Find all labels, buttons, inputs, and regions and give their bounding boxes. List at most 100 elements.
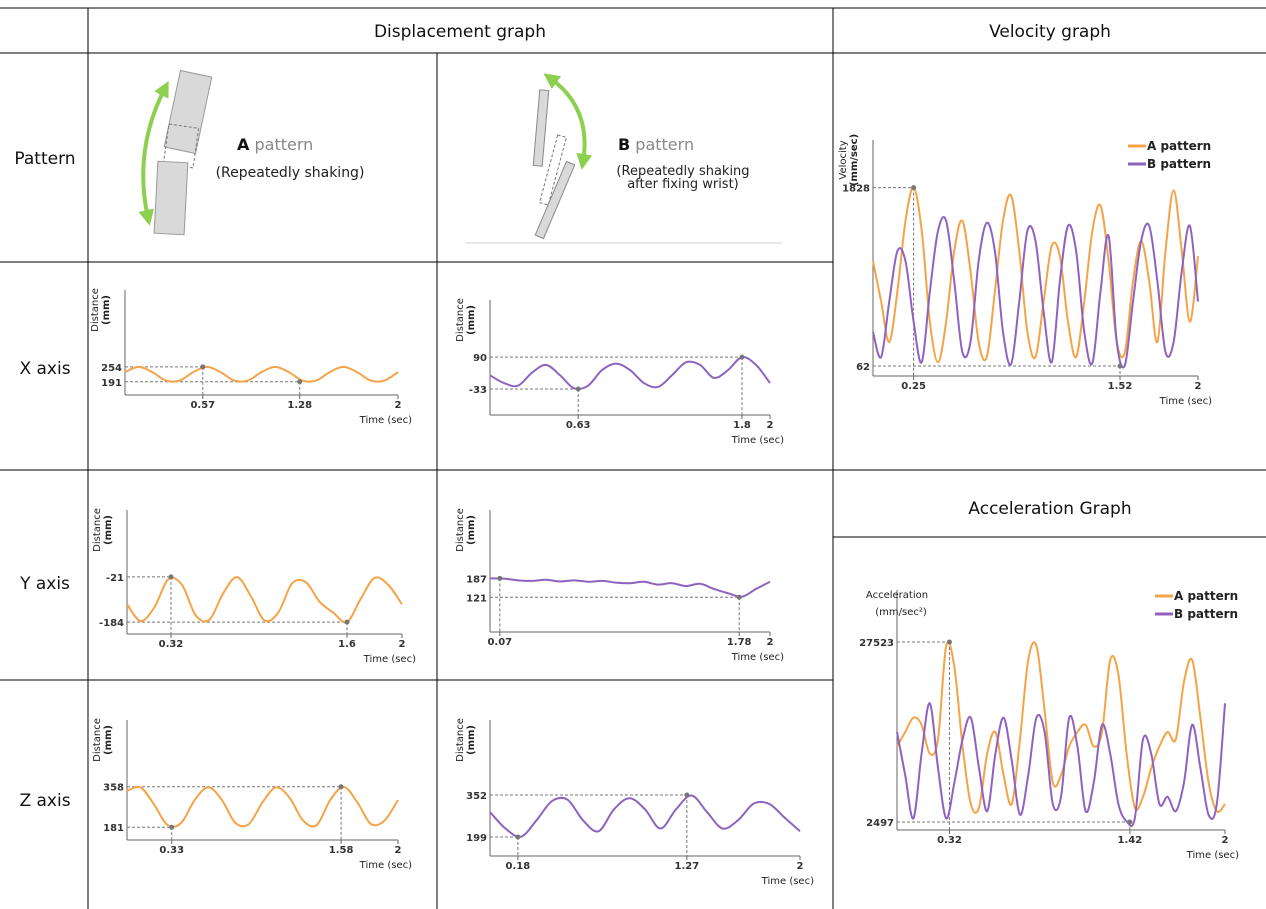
y-tick-label: 1828: [842, 184, 870, 195]
data-line: [897, 642, 1225, 813]
legend-label: B pattern: [1174, 607, 1238, 621]
pattern-letter: A: [237, 135, 250, 154]
marked-point: [200, 364, 205, 369]
row-label: Y axis: [19, 574, 70, 594]
header: Acceleration Graph: [968, 499, 1131, 519]
x-tick-label: 1.27: [675, 861, 700, 872]
x-tick-label: 0.18: [506, 861, 531, 872]
y-axis-label: (mm): [101, 295, 112, 325]
data-line: [873, 188, 1198, 363]
marked-point: [297, 379, 302, 384]
x-tick-label: 0.32: [937, 835, 962, 846]
illustration-a: [143, 71, 212, 235]
y-axis-label: Distance: [455, 508, 466, 552]
x-tick-label: 2: [395, 400, 402, 411]
y-axis-label: Distance: [455, 718, 466, 762]
legend-label: A pattern: [1147, 139, 1211, 153]
x-tick-label: 1.28: [287, 400, 312, 411]
y-axis-label: (mm): [466, 305, 477, 335]
legend-label: A pattern: [1174, 589, 1238, 603]
x-tick-label: 1.78: [727, 637, 752, 648]
y-axis-label: (mm): [103, 515, 114, 545]
x-tick-label: 1.58: [329, 845, 354, 856]
data-line: [127, 787, 398, 827]
y-axis-label: Acceleration: [866, 590, 928, 601]
marked-point: [169, 825, 174, 830]
y-tick-label: -33: [469, 385, 487, 396]
data-line: [490, 796, 800, 837]
pattern-title: B pattern: [618, 135, 694, 154]
data-line: [490, 578, 770, 596]
x-axis-label: Time (sec): [363, 654, 416, 665]
x-tick-label: 2: [1222, 835, 1229, 846]
x-axis-label: Time (sec): [731, 652, 784, 663]
data-line: [897, 703, 1225, 826]
marked-point: [911, 185, 916, 190]
y-tick-label: 62: [856, 362, 870, 373]
x-tick-label: 0.33: [159, 845, 184, 856]
x-axis-label: Time (sec): [359, 415, 412, 426]
data-line: [127, 577, 402, 622]
marked-point: [345, 620, 350, 625]
pattern-title: A pattern: [237, 135, 313, 154]
x-tick-label: 2: [399, 639, 406, 650]
y-axis-label: Distance: [92, 508, 103, 552]
row-label: Z axis: [19, 791, 70, 811]
y-axis-label: (mm/sec): [849, 134, 860, 186]
x-axis-label: Time (sec): [1159, 396, 1212, 407]
y-tick-label: 2497: [866, 818, 894, 829]
y-tick-label: 121: [466, 593, 487, 604]
pattern-word: pattern: [635, 135, 694, 154]
x-tick-label: 2: [767, 420, 774, 431]
pattern-note: after fixing wrist): [627, 177, 739, 192]
illustration-b: [465, 78, 782, 243]
x-tick-label: 1.6: [338, 639, 356, 650]
y-axis-label: Velocity: [838, 140, 849, 179]
marked-point: [1118, 364, 1123, 369]
marked-point: [740, 355, 745, 360]
x-tick-label: 2: [767, 637, 774, 648]
x-tick-label: 1.8: [733, 420, 751, 431]
marked-point: [947, 639, 952, 644]
x-axis-label: Time (sec): [359, 860, 412, 871]
y-axis-label: Distance: [455, 298, 466, 342]
data-line: [125, 367, 398, 382]
x-axis-label: Time (sec): [761, 876, 814, 887]
header: Displacement graph: [374, 22, 546, 42]
y-axis-label: (mm): [466, 725, 477, 755]
y-tick-label: 199: [466, 833, 487, 844]
marked-point: [339, 784, 344, 789]
marked-point: [1127, 820, 1132, 825]
x-axis-label: Time (sec): [731, 435, 784, 446]
table-figure: Displacement graph Velocity graph Accele…: [0, 0, 1266, 909]
y-tick-label: 187: [466, 574, 487, 585]
pattern-note: (Repeatedly shaking): [216, 165, 365, 181]
page: Displacement graph Velocity graph Accele…: [0, 0, 1266, 909]
x-tick-label: 1.52: [1108, 381, 1133, 392]
marked-point: [737, 595, 742, 600]
x-tick-label: 0.63: [566, 420, 591, 431]
y-tick-label: 358: [103, 783, 124, 794]
y-tick-label: 352: [466, 791, 487, 802]
y-tick-label: 90: [473, 353, 487, 364]
marked-point: [515, 835, 520, 840]
marked-point: [684, 793, 689, 798]
row-label: X axis: [19, 359, 70, 379]
y-axis-label: (mm): [103, 725, 114, 755]
x-tick-label: 1.42: [1118, 835, 1143, 846]
y-tick-label: -21: [106, 573, 124, 584]
x-tick-label: 2: [797, 861, 804, 872]
x-tick-label: 2: [1195, 381, 1202, 392]
x-tick-label: 0.25: [901, 381, 926, 392]
y-axis-label: Distance: [92, 718, 103, 762]
marked-point: [576, 387, 581, 392]
y-tick-label: 191: [101, 378, 122, 389]
data-line: [490, 357, 770, 389]
y-tick-label: 27523: [859, 638, 894, 649]
row-label: Pattern: [14, 149, 75, 169]
pattern-letter: B: [618, 135, 630, 154]
x-tick-label: 0.32: [159, 639, 184, 650]
y-tick-label: 181: [103, 823, 124, 834]
marked-point: [169, 574, 174, 579]
legend-label: B pattern: [1147, 157, 1211, 171]
